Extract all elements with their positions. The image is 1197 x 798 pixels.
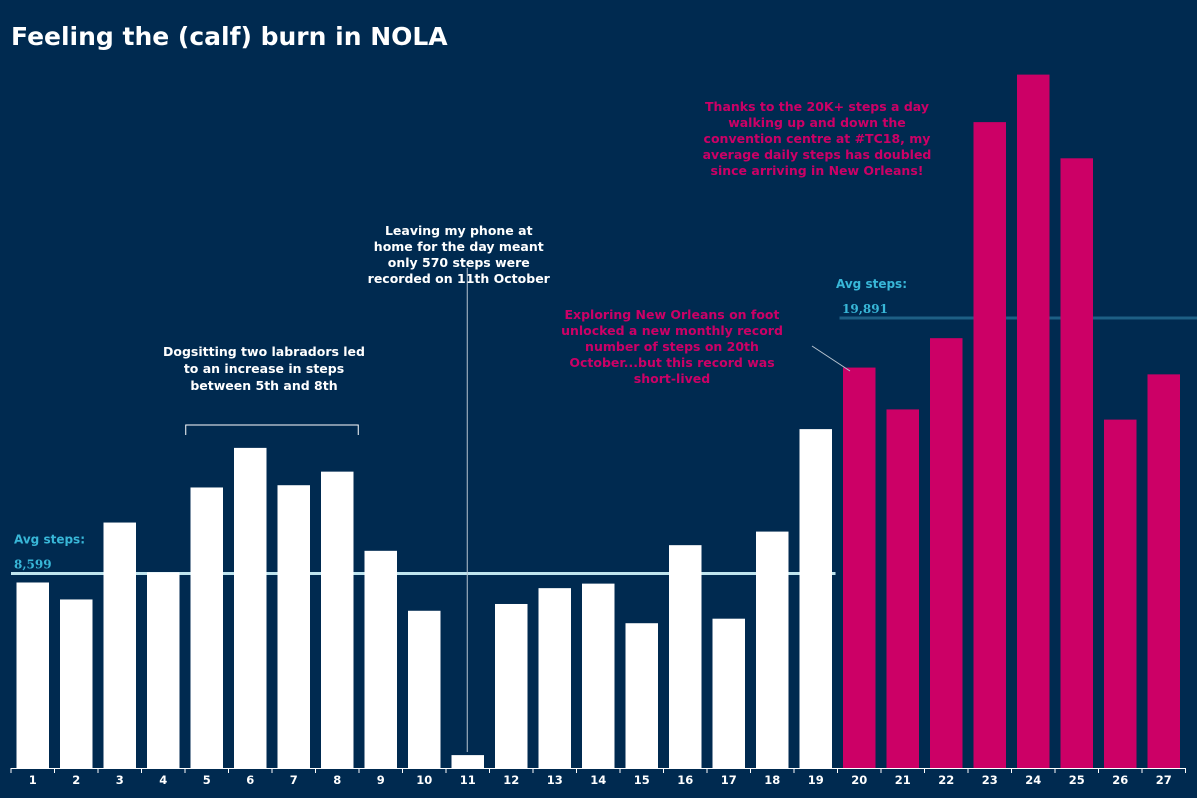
annotation-record-line: number of steps on 20th (585, 339, 759, 354)
bar-day-7 (277, 485, 310, 768)
x-tick-label: 2 (72, 773, 80, 787)
annotation-record-line: short-lived (634, 371, 710, 386)
bar-day-18 (756, 531, 789, 768)
annotation-phone-line: home for the day meant (374, 239, 544, 254)
x-tick-label: 18 (764, 773, 780, 787)
x-axis: 1 2 3 4 5 6 7 8 9 10 11 12 13 14 15 16 17 18 19 20 21 22 23 24 2… (10, 768, 1186, 787)
bar-day-5 (190, 487, 223, 768)
x-tick-label: 23 (982, 773, 998, 787)
x-tick-label: 4 (159, 773, 167, 787)
dogsitting-bracket (185, 424, 359, 435)
bar-day-11 (451, 755, 484, 768)
bar-day-12 (495, 603, 528, 768)
bar-day-20 (843, 367, 876, 768)
annotation-conference-line: walking up and down the (728, 115, 906, 130)
x-tick-label: 13 (547, 773, 563, 787)
record-pointer-line (811, 345, 851, 372)
bar-day-25 (1060, 158, 1093, 769)
bar-day-27 (1147, 374, 1180, 768)
x-tick-label: 14 (590, 773, 606, 787)
bar-day-3 (103, 522, 136, 768)
annotation-conference-line: since arriving in New Orleans! (711, 163, 924, 178)
x-tick-label: 7 (290, 773, 298, 787)
x-tick-label: 24 (1025, 773, 1041, 787)
annotation-phone-line: only 570 steps were (388, 255, 530, 270)
x-tick-label: 19 (808, 773, 824, 787)
x-tick-label: 1 (29, 773, 37, 787)
avg-value: 8,599 (14, 557, 52, 571)
x-tick-label: 25 (1069, 773, 1085, 787)
annotation-conference-line: average daily steps has doubled (703, 147, 932, 162)
bar-day-15 (625, 623, 658, 768)
x-tick-label: 22 (938, 773, 954, 787)
bar-day-26 (1104, 419, 1137, 768)
avg-label: Avg steps: (836, 277, 907, 291)
annotation-dogsitting-line: to an increase in steps (184, 361, 344, 376)
x-tick-label: 27 (1156, 773, 1172, 787)
annotation-dogsitting-line: Dogsitting two labradors led (163, 344, 365, 359)
x-tick-label: 3 (116, 773, 124, 787)
avg-value: 19,891 (842, 302, 888, 316)
x-tick-label: 17 (721, 773, 737, 787)
bar-day-14 (582, 583, 615, 768)
annotation-conference-line: Thanks to the 20K+ steps a day (705, 99, 929, 114)
x-tick-label: 20 (851, 773, 867, 787)
annotation-dogsitting-line: between 5th and 8th (190, 378, 337, 393)
annotation-record-line: October...but this record was (569, 355, 774, 370)
x-tick-label: 9 (377, 773, 385, 787)
bar-day-23 (973, 122, 1006, 769)
bar-day-1 (16, 582, 49, 768)
x-tick-label: 8 (333, 773, 341, 787)
bar-day-21 (886, 409, 919, 768)
bar-day-4 (147, 572, 180, 768)
x-tick-label: 12 (503, 773, 519, 787)
avg-label: Avg steps: (14, 532, 85, 546)
annotations: Dogsitting two labradors led to an increa… (163, 99, 931, 752)
bar-day-16 (669, 545, 702, 768)
x-tick-label: 10 (416, 773, 432, 787)
annotation-phone-line: Leaving my phone at (385, 223, 533, 238)
bar-day-6 (234, 447, 267, 768)
x-tick-label: 15 (634, 773, 650, 787)
x-tick-label: 21 (895, 773, 911, 787)
bar-day-17 (712, 618, 745, 768)
annotation-record-line: Exploring New Orleans on foot (564, 307, 779, 322)
x-tick-label: 5 (203, 773, 211, 787)
bar-day-13 (538, 588, 571, 768)
bars-group (16, 74, 1180, 769)
bar-day-8 (321, 471, 354, 768)
annotation-record-line: unlocked a new monthly record (561, 323, 783, 338)
x-tick-label: 16 (677, 773, 693, 787)
annotation-conference-line: convention centre at #TC18, my (704, 131, 931, 146)
bar-day-2 (60, 599, 93, 768)
bar-day-19 (799, 429, 832, 768)
bar-day-10 (408, 610, 441, 768)
bar-day-24 (1017, 74, 1050, 768)
x-tick-label: 11 (460, 773, 476, 787)
x-tick-label: 26 (1112, 773, 1128, 787)
annotation-phone-line: recorded on 11th October (368, 271, 551, 286)
bar-day-9 (364, 550, 397, 768)
x-tick-label: 6 (246, 773, 254, 787)
bar-day-22 (930, 338, 963, 768)
chart-title: Feeling the (calf) burn in NOLA (11, 22, 448, 51)
